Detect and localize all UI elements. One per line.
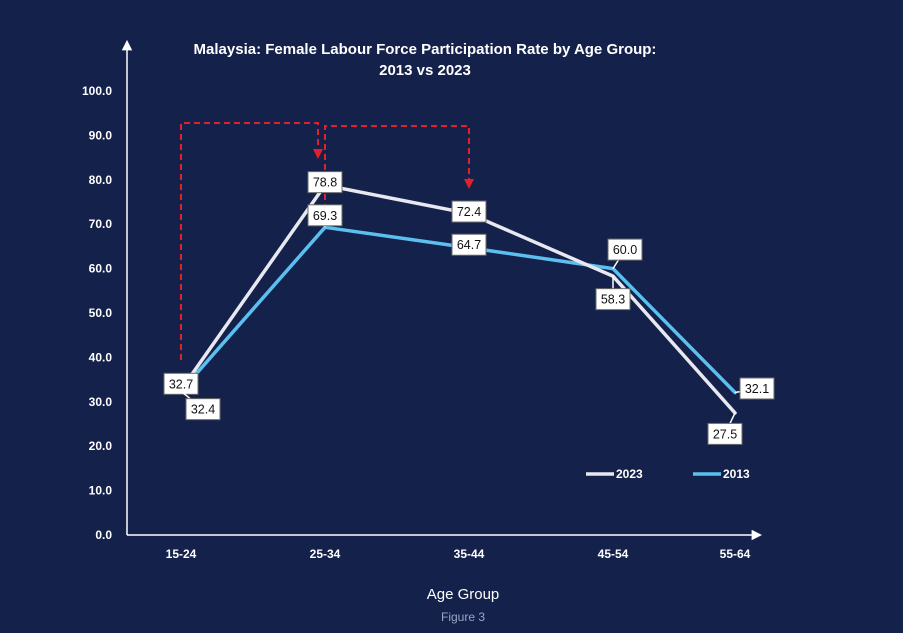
- y-tick-label: 100.0: [82, 84, 112, 98]
- data-label-box: [707, 422, 743, 445]
- x-tick-label: 55-64: [720, 547, 751, 561]
- y-tick-label: 50.0: [89, 306, 113, 320]
- data-label-2013-35-44: 64.7: [451, 233, 487, 256]
- y-tick-label: 70.0: [89, 217, 113, 231]
- data-label-2013-25-34: 69.3: [307, 204, 343, 228]
- chart-subtitle: 2013 vs 2023: [379, 62, 471, 79]
- data-label-box: [595, 288, 631, 311]
- x-axis-title: Age Group: [427, 586, 500, 603]
- x-tick-label: 45-54: [598, 547, 629, 561]
- chart-title: Malaysia: Female Labour Force Participat…: [194, 41, 657, 58]
- legend-label-2023: 2023: [616, 467, 643, 481]
- y-tick-label: 20.0: [89, 439, 113, 453]
- figure-caption: Figure 3: [441, 610, 485, 624]
- data-label-2023-45-54: 58.3: [595, 276, 631, 311]
- x-tick-label: 35-44: [454, 547, 485, 561]
- data-label-box: [307, 171, 343, 194]
- data-label-text: 58.3: [601, 293, 625, 307]
- legend-label-2013: 2013: [723, 467, 750, 481]
- data-label-2013-45-54: 60.0: [607, 238, 643, 270]
- data-label-text: 32.1: [745, 382, 769, 396]
- x-tick-labels: 15-24 25-34 35-44 45-54 55-64: [166, 547, 751, 561]
- data-label-2023-25-34: 78.8: [307, 171, 343, 194]
- y-tick-label: 90.0: [89, 128, 113, 142]
- data-labels: 32.7 78.8 72.4 58.3 27.5 32.4 69.3 64.7 60.0 32.1: [163, 171, 775, 445]
- y-tick-labels: 0.0 10.0 20.0 30.0 40.0 50.0 60.0 70.0 80.0 90.0 1…: [82, 84, 112, 542]
- trend-annotations: [180, 122, 474, 360]
- annotation-arrow-25-34-to-35-44: [324, 125, 474, 220]
- data-label-2023-15-24: 32.7: [163, 372, 199, 395]
- legend: 2023 2013: [586, 467, 750, 481]
- x-tick-label: 15-24: [166, 547, 197, 561]
- data-label-text: 32.4: [191, 403, 215, 417]
- data-label-2023-55-64: 27.5: [707, 412, 743, 445]
- y-tick-label: 60.0: [89, 262, 113, 276]
- data-label-text: 64.7: [457, 238, 481, 252]
- y-tick-label: 0.0: [95, 528, 112, 542]
- data-label-box: [607, 238, 643, 261]
- data-label-text: 69.3: [313, 209, 337, 223]
- data-label-box: [739, 377, 775, 400]
- annotation-arrow-15-24-to-25-34: [180, 122, 323, 360]
- data-label-box: [163, 372, 199, 395]
- y-tick-label: 40.0: [89, 350, 113, 364]
- y-tick-label: 30.0: [89, 395, 113, 409]
- data-label-box: [451, 233, 487, 256]
- data-label-box: [451, 200, 487, 223]
- data-label-text: 72.4: [457, 205, 481, 219]
- data-label-2013-15-24: 32.4: [180, 390, 221, 421]
- data-label-2023-35-44: 72.4: [451, 200, 487, 223]
- y-tick-label: 80.0: [89, 173, 113, 187]
- data-label-2013-55-64: 32.1: [734, 377, 775, 400]
- y-tick-label: 10.0: [89, 484, 113, 498]
- x-tick-label: 25-34: [310, 547, 341, 561]
- data-label-text: 60.0: [613, 243, 637, 257]
- data-label-text: 27.5: [713, 427, 737, 441]
- data-label-box: [185, 398, 221, 421]
- data-label-box: [307, 204, 343, 227]
- data-label-text: 32.7: [169, 377, 193, 391]
- data-label-text: 78.8: [313, 176, 337, 190]
